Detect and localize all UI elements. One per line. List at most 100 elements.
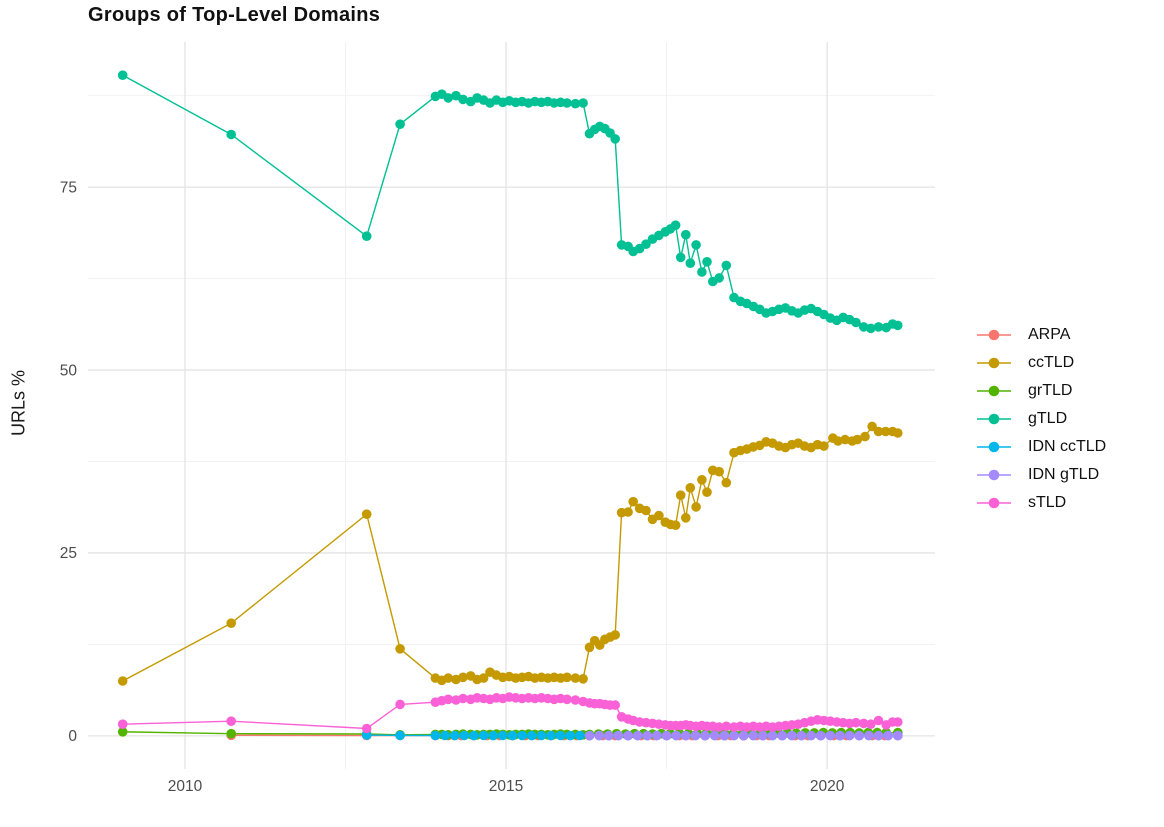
y-tick-label: 75 bbox=[60, 179, 77, 196]
data-point-cctld bbox=[819, 441, 829, 451]
data-point-gtld bbox=[562, 98, 572, 108]
legend-label: gTLD bbox=[1028, 410, 1068, 427]
data-point-gtld bbox=[117, 70, 128, 80]
data-point-idn-cctld bbox=[575, 730, 585, 741]
y-tick-label: 0 bbox=[68, 728, 77, 745]
data-point-idn-cctld bbox=[498, 730, 508, 741]
legend-label: IDN ccTLD bbox=[1028, 438, 1107, 455]
data-point-idn-cctld bbox=[478, 730, 489, 741]
legend-item-idn-cctld: IDN ccTLD bbox=[977, 433, 1106, 461]
data-point-cctld bbox=[610, 630, 620, 640]
data-point-stld bbox=[117, 719, 128, 729]
data-point-stld bbox=[893, 717, 903, 727]
data-point-gtld bbox=[395, 119, 405, 129]
data-point-gtld bbox=[697, 267, 707, 277]
data-point-idn-gtld bbox=[787, 730, 797, 741]
data-point-cctld bbox=[840, 434, 850, 445]
series-line-gtld bbox=[122, 74, 898, 330]
data-point-grtld bbox=[117, 727, 128, 737]
legend-label: ARPA bbox=[1028, 326, 1071, 343]
x-tick-label: 2015 bbox=[489, 778, 523, 795]
legend-key-dot bbox=[988, 357, 1000, 369]
legend-label: grTLD bbox=[1028, 382, 1073, 399]
data-point-idn-gtld bbox=[623, 730, 633, 741]
legend: ARPA ccTLD grTLD gTLD IDN ccTLD IDN gTLD sTLD bbox=[977, 321, 1106, 517]
data-point-cctld bbox=[623, 507, 633, 517]
data-point-idn-gtld bbox=[767, 730, 778, 741]
data-point-cctld bbox=[675, 490, 686, 501]
data-point-gtld bbox=[458, 94, 468, 105]
data-point-cctld bbox=[702, 487, 712, 498]
x-tick-label: 2020 bbox=[810, 778, 845, 795]
series-idn-gtld bbox=[584, 730, 903, 741]
data-point-cctld bbox=[117, 676, 128, 686]
data-point-idn-cctld bbox=[449, 730, 460, 741]
data-point-cctld bbox=[691, 502, 701, 512]
y-tick-label: 25 bbox=[60, 545, 77, 562]
legend-key-dot bbox=[988, 441, 1000, 453]
data-point-cctld bbox=[570, 673, 581, 683]
data-point-idn-gtld bbox=[681, 730, 691, 741]
data-point-cctld bbox=[880, 426, 891, 437]
data-point-grtld bbox=[226, 728, 236, 739]
data-point-gtld bbox=[675, 252, 686, 263]
data-point-idn-gtld bbox=[719, 730, 730, 741]
data-point-stld bbox=[458, 693, 468, 704]
legend-key-dot bbox=[988, 329, 1000, 341]
data-point-idn-gtld bbox=[854, 730, 864, 741]
data-point-gtld bbox=[578, 98, 588, 108]
data-point-idn-gtld bbox=[604, 730, 614, 741]
data-point-cctld bbox=[697, 475, 707, 485]
data-point-cctld bbox=[584, 642, 595, 653]
data-point-cctld bbox=[833, 436, 843, 446]
x-tick-label: 2010 bbox=[168, 778, 203, 795]
data-point-gtld bbox=[702, 257, 712, 267]
data-point-idn-cctld bbox=[507, 730, 518, 741]
data-point-gtld bbox=[670, 220, 681, 230]
data-point-cctld bbox=[654, 510, 664, 521]
data-point-idn-cctld bbox=[565, 730, 576, 741]
data-point-idn-gtld bbox=[873, 730, 884, 741]
data-point-cctld bbox=[628, 496, 638, 507]
y-tick-label: 50 bbox=[60, 362, 78, 379]
data-point-idn-cctld bbox=[361, 730, 372, 740]
data-point-idn-gtld bbox=[758, 730, 768, 741]
legend-key-dot bbox=[988, 469, 1000, 481]
legend-label: ccTLD bbox=[1028, 354, 1075, 371]
data-point-idn-gtld bbox=[613, 730, 624, 741]
data-point-idn-cctld bbox=[459, 730, 470, 741]
data-point-idn-cctld bbox=[488, 730, 499, 741]
data-point-gtld bbox=[893, 320, 903, 331]
data-point-cctld bbox=[226, 618, 236, 628]
legend-key-icon bbox=[977, 497, 1011, 509]
series-cctld bbox=[117, 421, 903, 686]
legend-label: sTLD bbox=[1028, 494, 1067, 511]
series-gtld bbox=[117, 70, 903, 334]
data-point-cctld bbox=[721, 477, 732, 488]
data-point-gtld bbox=[691, 240, 701, 250]
data-point-idn-gtld bbox=[844, 730, 855, 741]
data-point-cctld bbox=[867, 421, 877, 432]
data-point-idn-gtld bbox=[632, 730, 643, 741]
series-stld bbox=[117, 692, 903, 734]
data-point-cctld bbox=[670, 520, 681, 530]
data-point-gtld bbox=[641, 239, 651, 249]
data-point-idn-cctld bbox=[395, 730, 405, 741]
data-point-stld bbox=[721, 721, 732, 732]
data-point-cctld bbox=[443, 673, 454, 683]
legend-item-stld: sTLD bbox=[977, 489, 1106, 517]
data-point-idn-cctld bbox=[517, 730, 527, 741]
data-point-cctld bbox=[685, 483, 696, 493]
data-point-idn-gtld bbox=[594, 730, 604, 741]
legend-item-arpa: ARPA bbox=[977, 321, 1106, 349]
data-point-stld bbox=[226, 716, 236, 726]
data-point-cctld bbox=[681, 513, 691, 523]
data-point-idn-gtld bbox=[835, 730, 845, 741]
data-point-idn-gtld bbox=[883, 730, 893, 741]
data-point-cctld bbox=[852, 434, 863, 445]
data-point-idn-gtld bbox=[815, 730, 826, 741]
data-point-stld bbox=[714, 722, 724, 732]
legend-key-icon bbox=[977, 441, 1011, 453]
